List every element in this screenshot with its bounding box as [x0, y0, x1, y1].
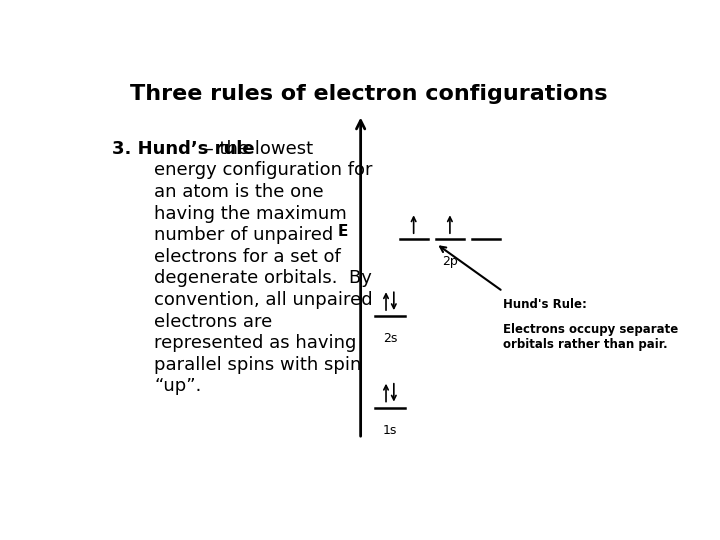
Text: an atom is the one: an atom is the one	[154, 183, 324, 201]
Text: “up”.: “up”.	[154, 377, 202, 395]
Text: 1s: 1s	[383, 424, 397, 437]
Text: 2s: 2s	[383, 332, 397, 345]
Text: represented as having: represented as having	[154, 334, 356, 352]
Text: electrons are: electrons are	[154, 313, 272, 330]
Text: number of unpaired: number of unpaired	[154, 226, 333, 244]
Text: having the maximum: having the maximum	[154, 205, 347, 222]
Text: degenerate orbitals.  By: degenerate orbitals. By	[154, 269, 372, 287]
Text: 3. Hund’s rule: 3. Hund’s rule	[112, 140, 255, 158]
Text: convention, all unpaired: convention, all unpaired	[154, 291, 373, 309]
Text: Electrons occupy separate
orbitals rather than pair.: Electrons occupy separate orbitals rathe…	[503, 322, 678, 350]
Text: 2p: 2p	[442, 255, 458, 268]
Text: parallel spins with spin: parallel spins with spin	[154, 356, 361, 374]
Text: energy configuration for: energy configuration for	[154, 161, 373, 179]
Text: Three rules of electron configurations: Three rules of electron configurations	[130, 84, 608, 104]
Text: electrons for a set of: electrons for a set of	[154, 248, 341, 266]
Text: – the lowest: – the lowest	[199, 140, 313, 158]
Text: E: E	[338, 224, 348, 239]
Text: Hund's Rule:: Hund's Rule:	[503, 298, 587, 310]
